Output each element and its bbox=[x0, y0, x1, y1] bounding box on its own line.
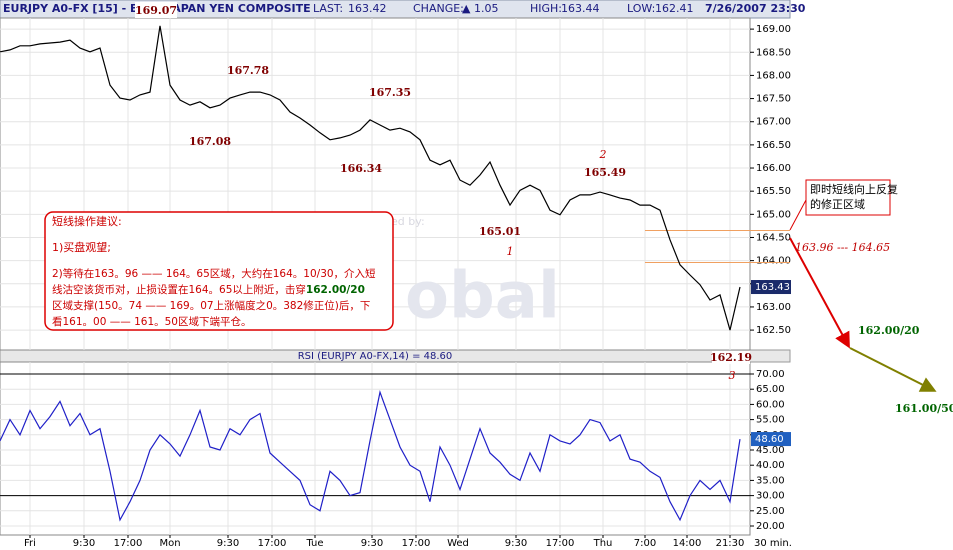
price-label: 162.19 bbox=[710, 351, 752, 364]
price-label: 166.34 bbox=[340, 162, 382, 175]
price-label: 165.49 bbox=[584, 166, 626, 179]
note-line: 区域支撑(150。74 —— 169。07上涨幅度之0。382修正位)后，下 bbox=[52, 299, 370, 312]
y-tick-label: 25.00 bbox=[756, 506, 785, 517]
y-tick-label: 165.50 bbox=[756, 186, 791, 197]
y-tick-label: 168.50 bbox=[756, 47, 791, 58]
x-tick-label: 9:30 bbox=[361, 538, 383, 549]
value-tag: 163.43 bbox=[755, 282, 790, 293]
value-tag-bg bbox=[751, 432, 791, 447]
y-tick-label: 65.00 bbox=[756, 384, 785, 395]
price-label: 165.01 bbox=[479, 225, 521, 238]
high-value: 163.44 bbox=[561, 2, 600, 15]
note-box bbox=[44, 211, 394, 331]
x-tick-label: 9:30 bbox=[505, 538, 527, 549]
x-tick-label: 17:00 bbox=[114, 538, 143, 549]
price-label: 167.08 bbox=[189, 135, 231, 148]
x-tick-label: Wed bbox=[447, 538, 469, 549]
callout-box bbox=[805, 179, 891, 216]
x-unit: 30 min. bbox=[754, 538, 792, 549]
x-tick-label: Fri bbox=[24, 538, 36, 549]
wave-label: 1 bbox=[507, 245, 514, 258]
y-tick-label: 55.00 bbox=[756, 415, 785, 426]
x-tick-label: Thu bbox=[593, 538, 613, 549]
price-label: 167.78 bbox=[227, 64, 269, 77]
price-label: 169.07 bbox=[135, 4, 177, 17]
note-line: 短线操作建议: bbox=[52, 214, 122, 228]
x-tick-label: 17:00 bbox=[258, 538, 287, 549]
x-tick-label: 14:00 bbox=[673, 538, 702, 549]
last-value: 163.42 bbox=[348, 2, 387, 15]
change-label: CHANGE: bbox=[413, 2, 464, 15]
note-line: 线沽空该货币对，止损设置在164。65以上附近，击穿162.00/20 bbox=[52, 283, 365, 296]
callout-text: 的修正区域 bbox=[810, 197, 865, 211]
low-label: LOW: bbox=[627, 2, 655, 15]
x-tick-label: 7:00 bbox=[634, 538, 656, 549]
y-tick-label: 166.50 bbox=[756, 140, 791, 151]
price-label: 167.35 bbox=[369, 86, 411, 99]
note-line: 2)等待在163。96 —— 164。65区域，大约在164。10/30，介入短 bbox=[52, 267, 376, 280]
y-tick-label: 168.00 bbox=[756, 70, 791, 81]
last-label: LAST: bbox=[313, 2, 343, 15]
y-tick-label: 35.00 bbox=[756, 475, 785, 486]
x-tick-label: Tue bbox=[305, 538, 323, 549]
wave-label: 3 bbox=[729, 369, 736, 382]
note-highlight: 162.00/20 bbox=[306, 284, 365, 296]
note-text: 线沽空该货币对，止损设置在164。65以上附近，击穿 bbox=[52, 283, 306, 296]
callout-text: 即时短线向上反复 bbox=[810, 182, 898, 196]
panel-title: RSI (EURJPY A0-FX,14) = 48.60 bbox=[298, 351, 453, 362]
forecast-arrow bbox=[849, 347, 937, 392]
y-tick-label: 164.00 bbox=[756, 256, 791, 267]
y-tick-label: 167.50 bbox=[756, 94, 791, 105]
x-tick-label: 9:30 bbox=[217, 538, 239, 549]
y-tick-label: 20.00 bbox=[756, 521, 785, 532]
note-line: 1)买盘观望; bbox=[52, 240, 111, 254]
x-tick-label: 21:30 bbox=[716, 538, 745, 549]
low-value: 162.41 bbox=[655, 2, 694, 15]
target-label: 161.00/50 bbox=[895, 402, 953, 415]
forecast-arrow bbox=[789, 237, 850, 349]
y-tick-label: 165.00 bbox=[756, 209, 791, 220]
callout-pointer bbox=[789, 199, 807, 231]
y-tick-label: 164.50 bbox=[756, 232, 791, 243]
x-tick-label: 17:00 bbox=[402, 538, 431, 549]
range-label: 163.96 --- 164.65 bbox=[795, 241, 890, 254]
wave-label: 2 bbox=[599, 148, 607, 161]
y-tick-label: 167.00 bbox=[756, 117, 791, 128]
x-tick-label: Mon bbox=[159, 538, 180, 549]
note-line: 看161。00 —— 161。50区域下端平仓。 bbox=[52, 315, 251, 328]
change-value: ▲ 1.05 bbox=[462, 2, 498, 15]
watermark: obal bbox=[405, 260, 560, 334]
y-tick-label: 169.00 bbox=[756, 24, 791, 35]
value-tag-bg bbox=[751, 280, 791, 295]
high-label: HIGH: bbox=[530, 2, 562, 15]
y-tick-label: 40.00 bbox=[756, 460, 785, 471]
y-tick-label: 70.00 bbox=[756, 369, 785, 380]
label-bg bbox=[135, 2, 177, 18]
value-tag: 48.60 bbox=[755, 434, 784, 445]
plot-area bbox=[0, 361, 751, 536]
header-datetime: 7/26/2007 23:30 bbox=[705, 2, 806, 15]
y-tick-label: 162.50 bbox=[756, 325, 791, 336]
target-label: 162.00/20 bbox=[858, 324, 920, 337]
series-line bbox=[0, 390, 741, 522]
y-tick-label: 163.00 bbox=[756, 302, 791, 313]
y-tick-label: 60.00 bbox=[756, 399, 785, 410]
x-tick-label: 9:30 bbox=[73, 538, 95, 549]
y-tick-label: 166.00 bbox=[756, 163, 791, 174]
x-tick-label: 17:00 bbox=[546, 538, 575, 549]
series-line bbox=[0, 25, 741, 331]
y-tick-label: 45.00 bbox=[756, 445, 785, 456]
y-tick-label: 30.00 bbox=[756, 491, 785, 502]
label-bg bbox=[712, 351, 750, 364]
